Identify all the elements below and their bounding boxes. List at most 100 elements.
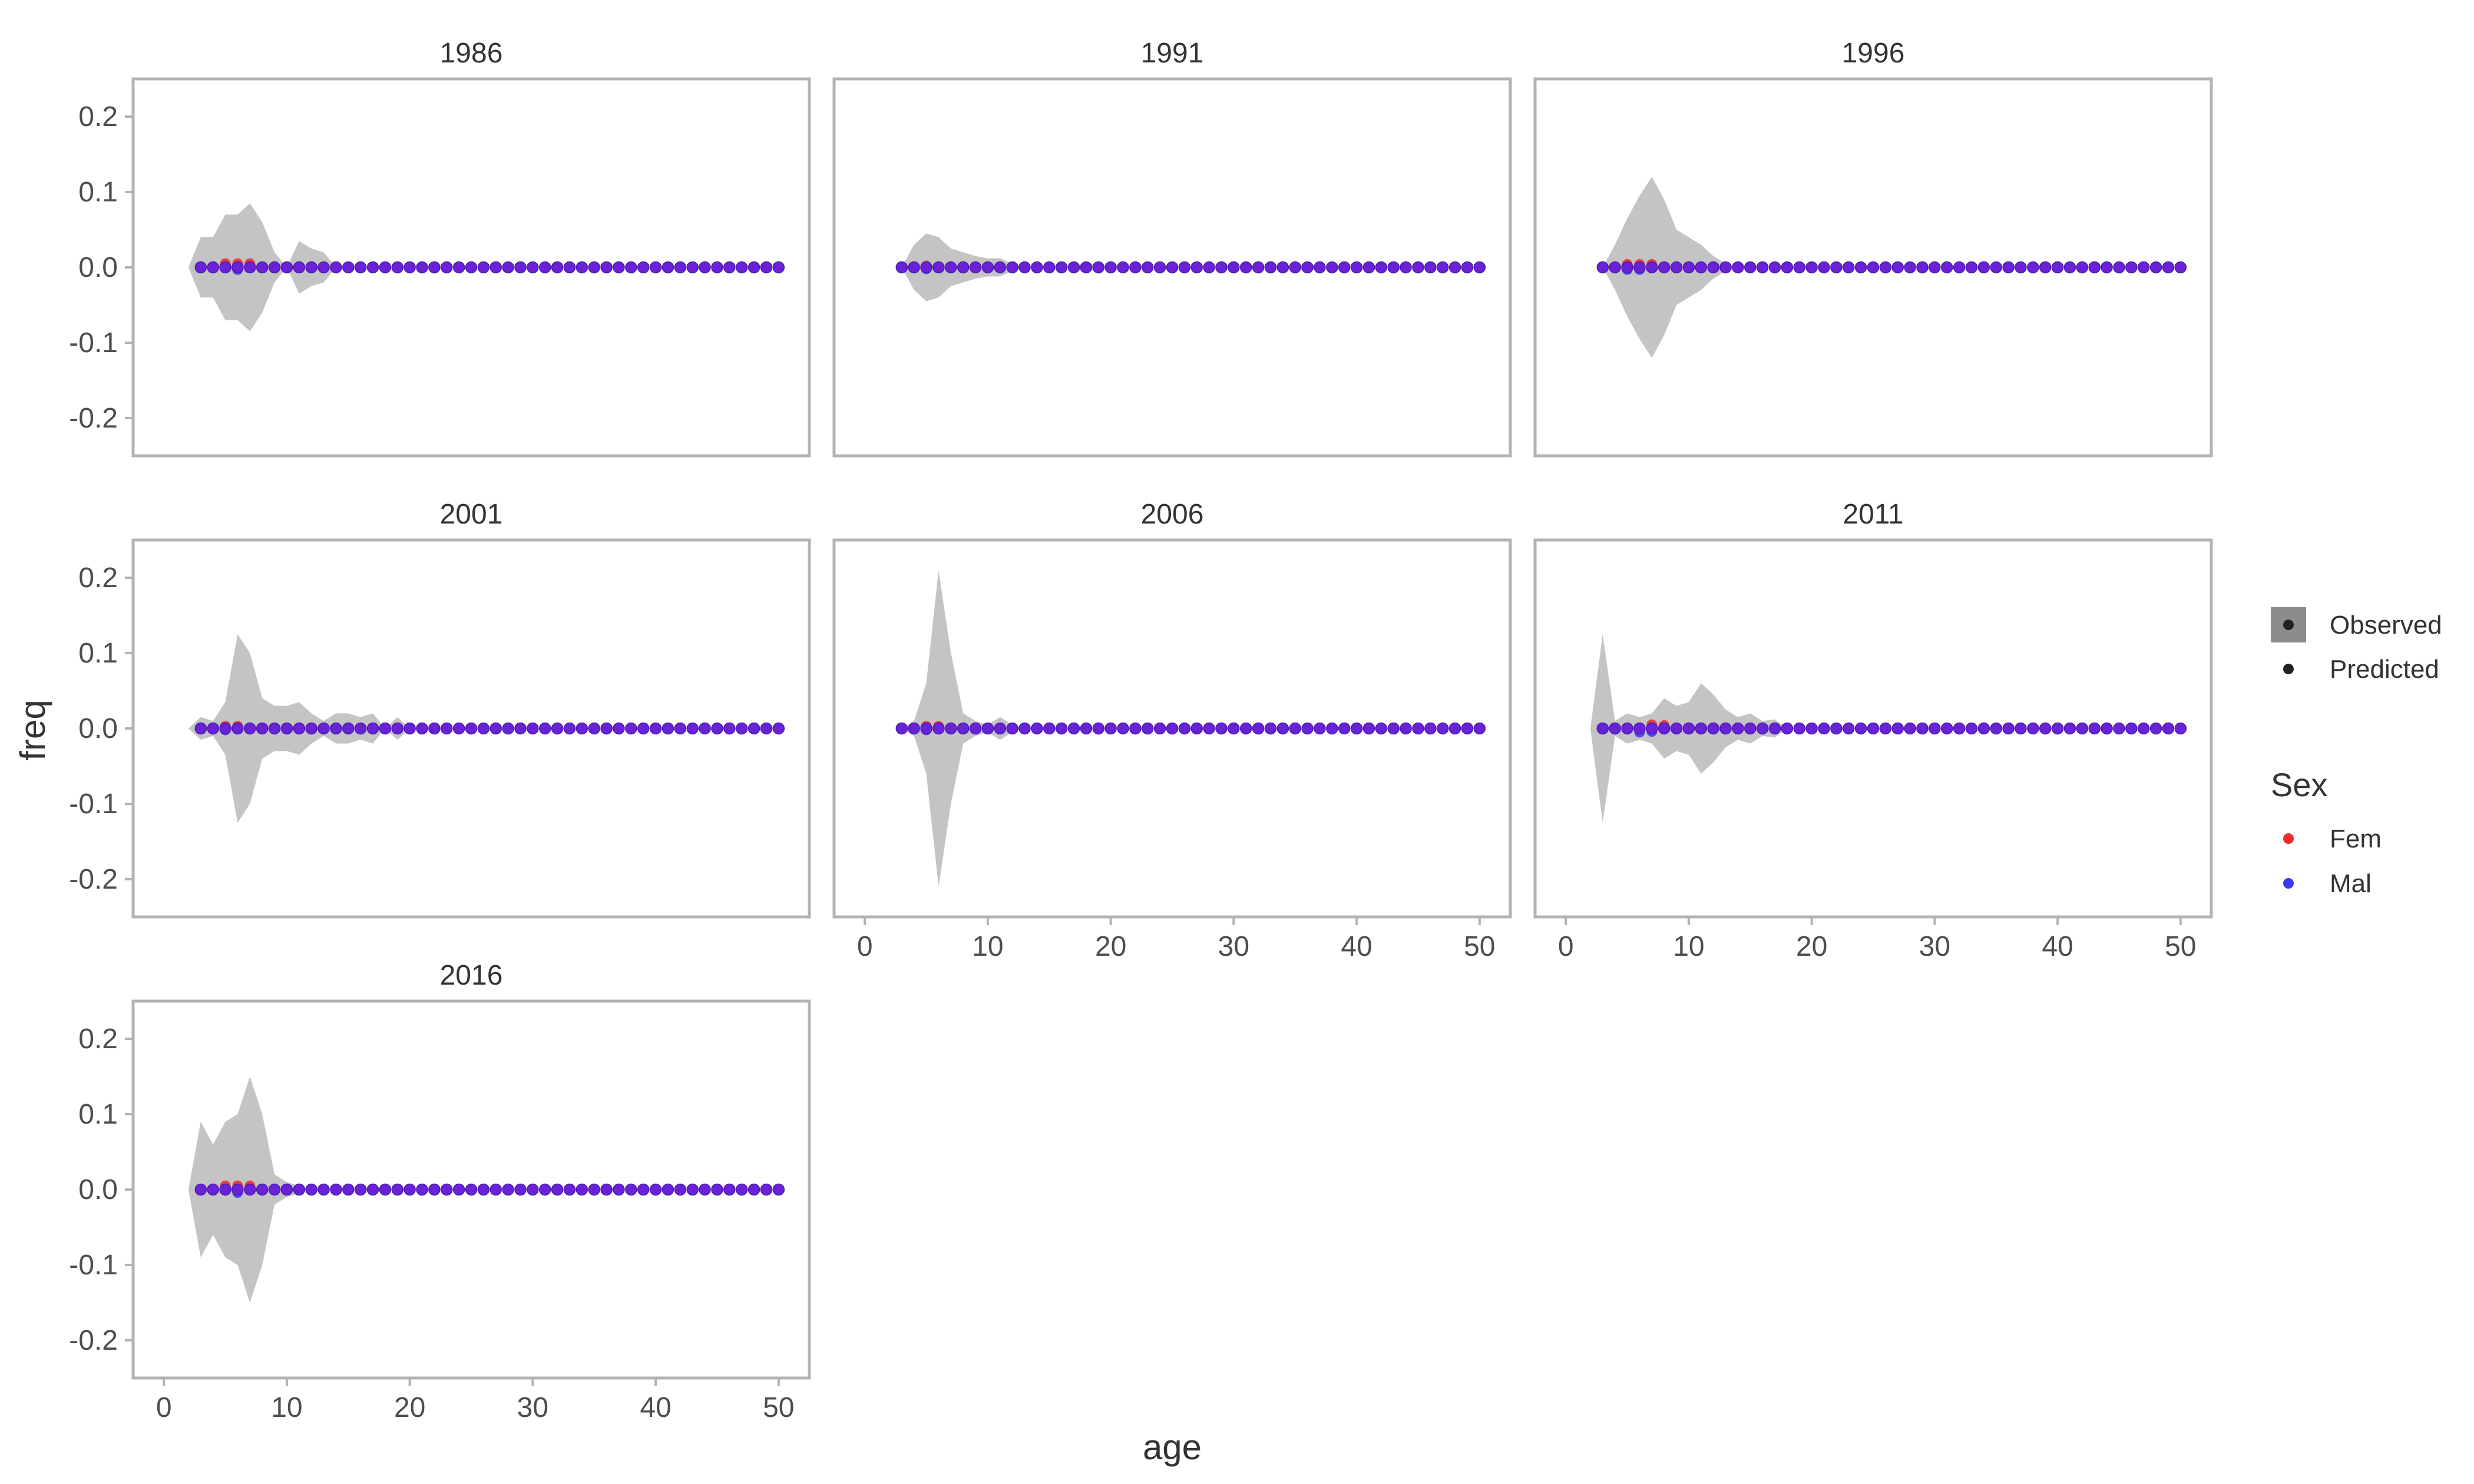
point-predicted xyxy=(391,261,404,274)
x-tick-label: 0 xyxy=(857,931,873,962)
point-predicted xyxy=(1400,722,1412,735)
point-predicted xyxy=(1203,722,1215,735)
point-predicted xyxy=(1843,722,1855,735)
point-predicted xyxy=(1092,722,1105,735)
point-predicted xyxy=(1117,261,1129,274)
point-predicted xyxy=(649,261,662,274)
point-predicted xyxy=(1178,722,1191,735)
point-predicted xyxy=(1867,261,1880,274)
point-predicted xyxy=(1670,261,1683,274)
point-predicted xyxy=(1891,261,1904,274)
point-predicted xyxy=(1965,261,1978,274)
point-predicted xyxy=(1252,722,1265,735)
point-predicted xyxy=(1843,261,1855,274)
y-tick-label: 0.2 xyxy=(78,1023,118,1055)
panel-title: 1991 xyxy=(1141,38,1204,69)
observed-band xyxy=(1602,177,1738,358)
legend-key-observed-dot xyxy=(2283,620,2294,630)
point-predicted xyxy=(231,261,244,274)
predicted-points xyxy=(194,1180,785,1198)
point-predicted xyxy=(256,1183,269,1196)
panel-1991: 1991 xyxy=(832,38,1512,458)
point-predicted xyxy=(625,1183,637,1196)
panel-title: 2006 xyxy=(1141,499,1204,530)
point-predicted xyxy=(379,261,392,274)
point-predicted xyxy=(1006,722,1018,735)
point-predicted xyxy=(441,722,453,735)
x-tick-label: 50 xyxy=(2165,931,2196,962)
point-predicted xyxy=(330,1183,342,1196)
point-predicted xyxy=(2113,722,2125,735)
point-predicted xyxy=(1190,722,1203,735)
point-predicted xyxy=(957,261,970,274)
point-predicted xyxy=(1744,261,1757,274)
point-predicted xyxy=(502,261,514,274)
point-predicted xyxy=(674,1183,687,1196)
predicted-points xyxy=(895,260,1486,274)
point-predicted xyxy=(231,1183,244,1196)
point-predicted xyxy=(452,1183,465,1196)
point-predicted xyxy=(280,261,293,274)
point-predicted xyxy=(1867,722,1880,735)
point-predicted xyxy=(441,1183,453,1196)
legend-label-mal: Mal xyxy=(2330,869,2372,898)
legend-label-observed: Observed xyxy=(2330,611,2442,640)
point-predicted xyxy=(441,261,453,274)
point-predicted xyxy=(1830,261,1843,274)
point-predicted xyxy=(502,722,514,735)
point-predicted xyxy=(231,722,244,735)
point-predicted xyxy=(219,1183,231,1196)
point-predicted xyxy=(293,722,306,735)
point-predicted xyxy=(244,261,256,274)
point-predicted xyxy=(1646,722,1658,735)
y-tick-label: -0.2 xyxy=(69,403,118,434)
x-tick-label: 20 xyxy=(1095,931,1126,962)
x-tick-label: 50 xyxy=(763,1392,794,1423)
point-predicted xyxy=(711,261,723,274)
point-predicted xyxy=(1719,261,1732,274)
point-predicted xyxy=(1190,261,1203,274)
point-predicted xyxy=(735,261,748,274)
point-predicted xyxy=(1633,261,1646,274)
point-predicted xyxy=(477,1183,490,1196)
point-predicted xyxy=(1067,261,1080,274)
point-predicted xyxy=(465,1183,478,1196)
x-tick-label: 50 xyxy=(1464,931,1495,962)
point-predicted xyxy=(1916,722,1929,735)
point-predicted xyxy=(1805,722,1818,735)
y-tick-label: 0.1 xyxy=(78,638,118,669)
point-predicted xyxy=(1805,261,1818,274)
point-predicted xyxy=(1387,261,1400,274)
point-predicted xyxy=(1412,722,1424,735)
point-predicted xyxy=(711,722,723,735)
point-predicted xyxy=(1732,722,1744,735)
point-predicted xyxy=(1990,722,2002,735)
point-predicted xyxy=(1646,261,1658,274)
point-predicted xyxy=(1621,722,1633,735)
point-predicted xyxy=(1338,261,1351,274)
point-predicted xyxy=(2162,261,2175,274)
point-predicted xyxy=(588,722,600,735)
point-predicted xyxy=(465,722,478,735)
point-predicted xyxy=(711,1183,723,1196)
point-predicted xyxy=(1781,722,1794,735)
point-predicted xyxy=(588,1183,600,1196)
point-predicted xyxy=(1990,261,2002,274)
x-tick-label: 0 xyxy=(156,1392,172,1423)
y-tick-label: 0.0 xyxy=(78,713,118,744)
point-predicted xyxy=(920,261,932,274)
legend-label-fem: Fem xyxy=(2330,824,2382,853)
point-predicted xyxy=(1879,261,1892,274)
point-predicted xyxy=(1326,722,1338,735)
point-predicted xyxy=(514,722,527,735)
point-predicted xyxy=(2125,261,2138,274)
x-tick-label: 40 xyxy=(1341,931,1372,962)
point-predicted xyxy=(1658,722,1671,735)
point-predicted xyxy=(1314,261,1326,274)
panel-title: 1986 xyxy=(440,38,503,69)
x-tick-label: 30 xyxy=(1218,931,1249,962)
point-predicted xyxy=(772,722,785,735)
point-predicted xyxy=(256,261,269,274)
point-predicted xyxy=(416,261,428,274)
